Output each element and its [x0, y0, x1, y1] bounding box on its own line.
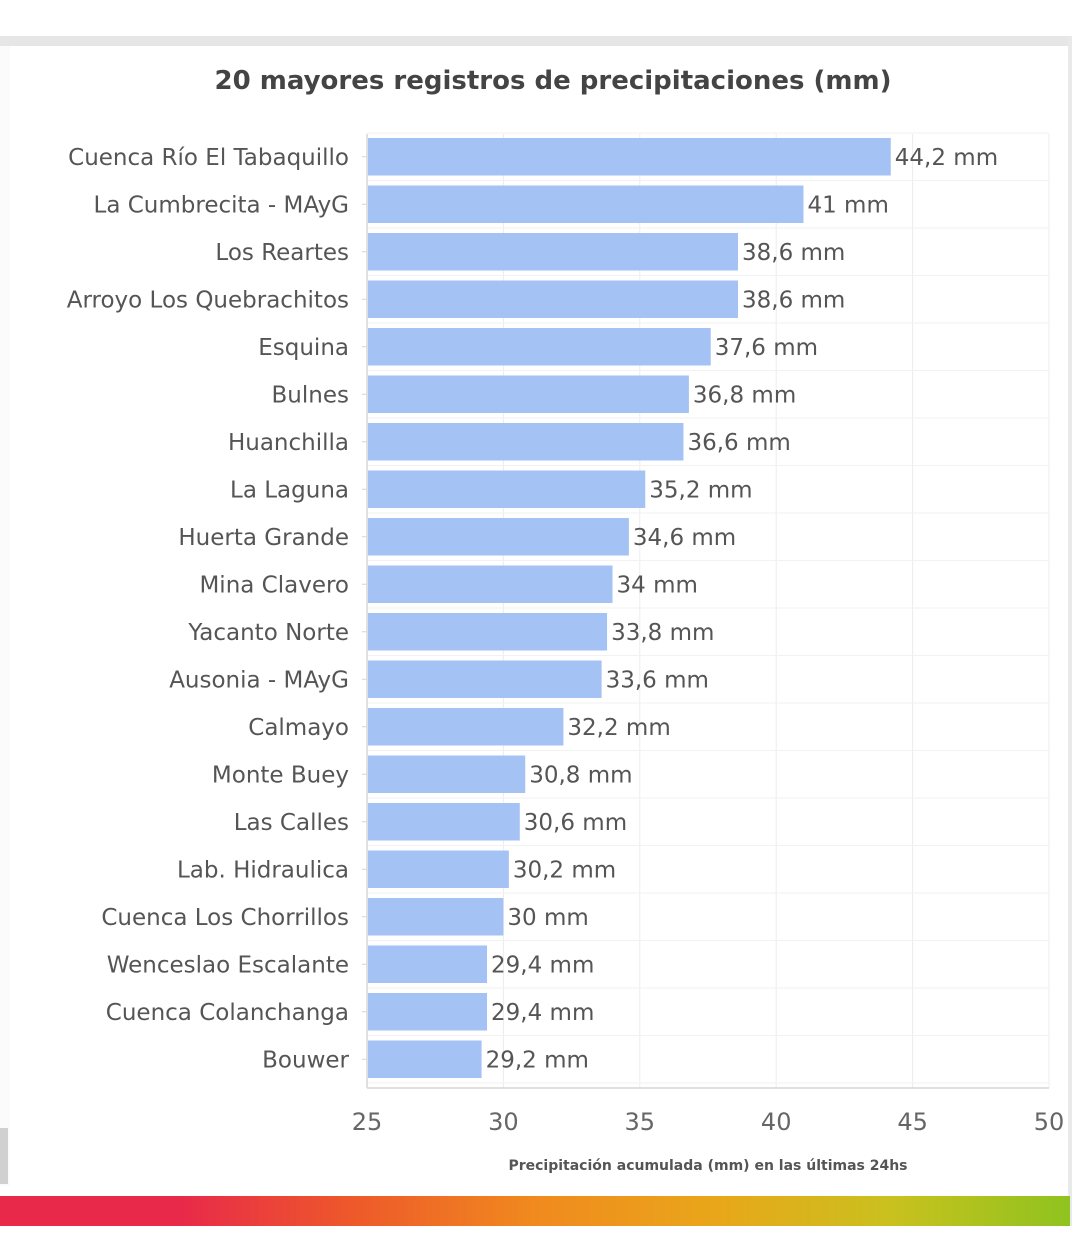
bar	[368, 470, 646, 508]
category-label: Bouwer	[262, 1047, 349, 1073]
data-label: 33,6 mm	[606, 667, 709, 693]
x-axis-ticks: 25 30 35 40 45 50	[352, 1108, 1065, 1136]
category-label: Esquina	[258, 335, 349, 361]
category-label: La Laguna	[230, 477, 349, 503]
data-label: 38,6 mm	[742, 240, 845, 266]
category-label: Lab. Hidraulica	[177, 857, 349, 883]
bar	[368, 328, 711, 366]
data-label: 41 mm	[807, 192, 888, 218]
category-label: Bulnes	[272, 382, 349, 408]
category-labels: Cuenca Río El Tabaquillo La Cumbrecita - …	[67, 145, 350, 1074]
bar	[368, 138, 891, 176]
bar	[368, 613, 608, 651]
top-divider	[0, 36, 1070, 46]
data-label: 30 mm	[507, 905, 588, 931]
data-label: 30,8 mm	[529, 762, 632, 788]
x-tick-label: 25	[352, 1108, 383, 1136]
data-label: 35,2 mm	[649, 477, 752, 503]
category-label: La Cumbrecita - MAyG	[94, 192, 349, 218]
category-label: Arroyo Los Quebrachitos	[67, 287, 349, 313]
x-tick-label: 30	[488, 1108, 519, 1136]
category-label: Ausonia - MAyG	[169, 667, 349, 693]
data-label: 30,2 mm	[513, 857, 616, 883]
category-label: Cuenca Río El Tabaquillo	[68, 145, 349, 171]
data-label: 29,4 mm	[491, 952, 594, 978]
x-tick-label: 45	[897, 1108, 928, 1136]
data-label: 33,8 mm	[611, 620, 714, 646]
category-label: Mina Clavero	[199, 572, 349, 598]
bar	[368, 755, 526, 793]
data-labels: 44,2 mm 41 mm 38,6 mm 38,6 mm 37,6 mm 36,8 mm…	[486, 145, 999, 1074]
data-label: 36,8 mm	[693, 382, 796, 408]
category-label: Huanchilla	[228, 430, 349, 456]
bar	[368, 375, 689, 413]
top-band	[0, 0, 1078, 36]
bar	[368, 565, 613, 603]
bottom-margin	[0, 1226, 1078, 1259]
bars	[368, 138, 891, 1078]
left-edge-strip	[0, 46, 10, 1186]
data-label: 29,2 mm	[486, 1047, 589, 1073]
grid-lines	[362, 132, 1050, 1089]
x-axis-title: Precipitación acumulada (mm) en las últi…	[508, 1158, 907, 1174]
category-label: Cuenca Los Chorrillos	[101, 905, 349, 931]
category-label: Yacanto Norte	[187, 620, 349, 646]
chart-panel: 20 mayores registros de precipitaciones …	[0, 46, 1068, 1196]
bar	[368, 945, 488, 983]
left-edge-mark	[0, 1128, 8, 1184]
category-label: Las Calles	[234, 810, 349, 836]
bar	[368, 185, 804, 223]
bar	[368, 803, 520, 841]
data-label: 44,2 mm	[895, 145, 998, 171]
x-tick-label: 35	[625, 1108, 656, 1136]
bar-chart: 20 mayores registros de precipitaciones …	[67, 66, 1065, 1174]
category-label: Huerta Grande	[178, 525, 349, 551]
category-label: Wenceslao Escalante	[107, 952, 349, 978]
bar	[368, 898, 504, 936]
bar	[368, 280, 739, 318]
category-label: Los Reartes	[215, 240, 349, 266]
data-label: 38,6 mm	[742, 287, 845, 313]
category-label: Calmayo	[248, 715, 349, 741]
right-divider	[1068, 36, 1072, 1226]
data-label: 29,4 mm	[491, 1000, 594, 1026]
x-tick-label: 50	[1034, 1108, 1065, 1136]
bar	[368, 518, 629, 556]
bar	[368, 708, 564, 746]
chart-title: 20 mayores registros de precipitaciones …	[215, 66, 892, 96]
bar	[368, 993, 488, 1031]
bar	[368, 423, 684, 461]
bar	[368, 233, 739, 271]
data-label: 37,6 mm	[715, 335, 818, 361]
data-label: 34 mm	[617, 572, 698, 598]
data-label: 36,6 mm	[687, 430, 790, 456]
bar	[368, 660, 602, 698]
bar	[368, 1040, 482, 1078]
data-label: 32,2 mm	[567, 715, 670, 741]
category-label: Cuenca Colanchanga	[106, 1000, 349, 1026]
x-tick-label: 40	[761, 1108, 792, 1136]
category-label: Monte Buey	[212, 762, 349, 788]
footer-color-band	[0, 1196, 1070, 1226]
data-label: 34,6 mm	[633, 525, 736, 551]
data-label: 30,6 mm	[524, 810, 627, 836]
bar	[368, 850, 509, 888]
